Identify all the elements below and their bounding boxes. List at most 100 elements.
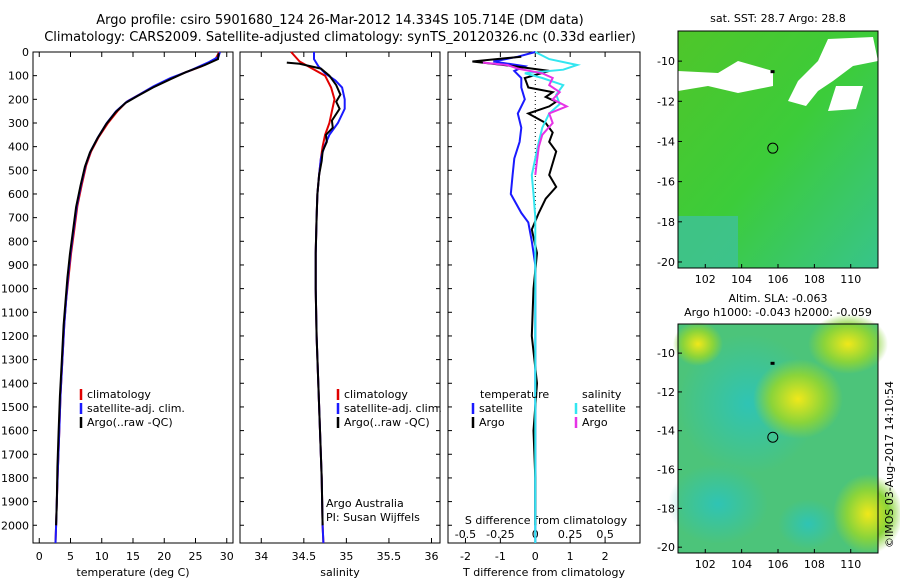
legend-title-salinity: salinity (582, 388, 622, 401)
salinity-tick-label: -0.25 (486, 528, 514, 541)
x-tick-label: 1 (567, 550, 574, 563)
x-tick-label: 10 (95, 550, 109, 563)
y-tick-label: 1200 (1, 330, 29, 343)
y-tick-label: 1300 (1, 354, 29, 367)
series-line-argo-temperature (472, 55, 559, 526)
x-tick-label: 34 (254, 550, 268, 563)
legend-label: satellite-adj. clim. (344, 402, 442, 415)
legend-label: Argo(..raw -QC) (344, 416, 430, 429)
y-tick-label: -12 (657, 95, 675, 108)
plot-frame (239, 51, 441, 544)
x-tick-label: 2 (602, 550, 609, 563)
copyright-label: ©IMOS 03-Aug-2017 14:10:54 (883, 381, 896, 548)
sla-high (833, 474, 900, 554)
y-tick-label: 200 (8, 93, 29, 106)
y-tick-label: -20 (657, 541, 675, 554)
y-tick-label: 700 (8, 212, 29, 225)
figure-title-line2: Climatology: CARS2009. Satellite-adjuste… (44, 30, 636, 45)
x-tick-label: 35 (339, 550, 353, 563)
x-tick-label: 30 (220, 550, 234, 563)
cloud-mask (828, 86, 863, 111)
island-marker (770, 70, 775, 74)
x-axis-label: salinity (320, 566, 360, 579)
y-tick-label: 0 (22, 46, 29, 59)
legend-title-temperature: temperature (480, 388, 549, 401)
x-tick-label: 34.5 (292, 550, 317, 563)
y-tick-label: -14 (657, 425, 675, 438)
legend-label: Argo (582, 416, 608, 429)
y-tick-label: -14 (657, 135, 675, 148)
x-tick-label: 5 (67, 550, 74, 563)
y-tick-label: 600 (8, 188, 29, 201)
y-tick-label: 1700 (1, 448, 29, 461)
y-tick-label: -20 (657, 256, 675, 269)
y-tick-label: -18 (657, 502, 675, 515)
float-location-marker (767, 142, 779, 154)
legend-label: Argo (479, 416, 505, 429)
legend-label: satellite-adj. clim. (87, 402, 185, 415)
panel-salinity: 34 34.5 35 35.5 36 salinity climatologysatelli… (239, 51, 442, 579)
y-tick-label: 1600 (1, 425, 29, 438)
salinity-tick-label: 0.5 (596, 528, 614, 541)
y-tick-label: 2000 (1, 519, 29, 532)
x-axis-label: temperature (deg C) (76, 566, 189, 579)
salinity-tick-label: -0.5 (455, 528, 476, 541)
x-tick-label: 110 (840, 273, 861, 286)
map-sst: sat. SST: 28.7 Argo: 28.8 102 104 106 108 110… (657, 12, 879, 286)
x-tick-label: 104 (731, 558, 752, 571)
y-tick-label: 900 (8, 259, 29, 272)
x-tick-label: 0 (36, 550, 43, 563)
y-tick-label: -10 (657, 347, 675, 360)
panel-difference: -2 -1 0 1 2 T difference from climatology S di… (447, 51, 641, 579)
y-tick-label: 1900 (1, 496, 29, 509)
map-title: sat. SST: 28.7 Argo: 28.8 (710, 12, 846, 25)
x-tick-label: 36 (424, 550, 438, 563)
legend-label: climatology (87, 388, 151, 401)
series-line-argorawqc (286, 61, 342, 526)
x-tick-label: 102 (695, 273, 716, 286)
y-tick-label: 400 (8, 141, 29, 154)
legend-label: satellite (479, 402, 523, 415)
series-line-argorawqc (55, 53, 220, 526)
panel-temperature: 0 5 10 15 20 25 300100200300400500600700800900… (1, 46, 234, 579)
x-tick-label: 110 (840, 558, 861, 571)
series-line-argo-salinity (482, 61, 570, 176)
cloud-mask (788, 37, 878, 106)
float-location-marker (767, 431, 779, 443)
plot-frame (32, 51, 234, 544)
y-tick-label: 300 (8, 117, 29, 130)
y-tick-label: 1800 (1, 472, 29, 485)
x-tick-label: 108 (804, 273, 825, 286)
x-tick-label: 104 (731, 273, 752, 286)
x-tick-label: 15 (126, 550, 140, 563)
sla-low (778, 499, 838, 549)
x-tick-label: 102 (695, 558, 716, 571)
y-tick-label: -18 (657, 216, 675, 229)
cloud-mask (678, 61, 773, 93)
annotation-text: Argo Australia (326, 497, 404, 510)
sla-low (668, 464, 768, 544)
x-tick-label: 108 (804, 558, 825, 571)
y-tick-label: 1100 (1, 306, 29, 319)
legend-label: Argo(..raw -QC) (87, 416, 173, 429)
x-tick-label: 0 (532, 550, 539, 563)
x-tick-label: 20 (157, 550, 171, 563)
sla-high (673, 322, 723, 366)
y-tick-label: 100 (8, 70, 29, 83)
map-title-line2: Argo h1000: -0.043 h2000: -0.059 (684, 306, 872, 319)
x-tick-label: -1 (495, 550, 506, 563)
island-marker (770, 361, 775, 365)
x-tick-label: -2 (460, 550, 471, 563)
sst-field-cool (678, 216, 738, 268)
x-tick-label: 25 (189, 550, 203, 563)
y-tick-label: -16 (657, 464, 675, 477)
y-tick-label: 500 (8, 164, 29, 177)
salinity-tick-label: 0.25 (558, 528, 583, 541)
y-tick-label: -10 (657, 55, 675, 68)
legend-label: satellite (582, 402, 626, 415)
x-tick-label: 35.5 (377, 550, 402, 563)
map-title-line1: Altim. SLA: -0.063 (728, 292, 827, 305)
series-line-satellite-salinity (524, 51, 582, 543)
